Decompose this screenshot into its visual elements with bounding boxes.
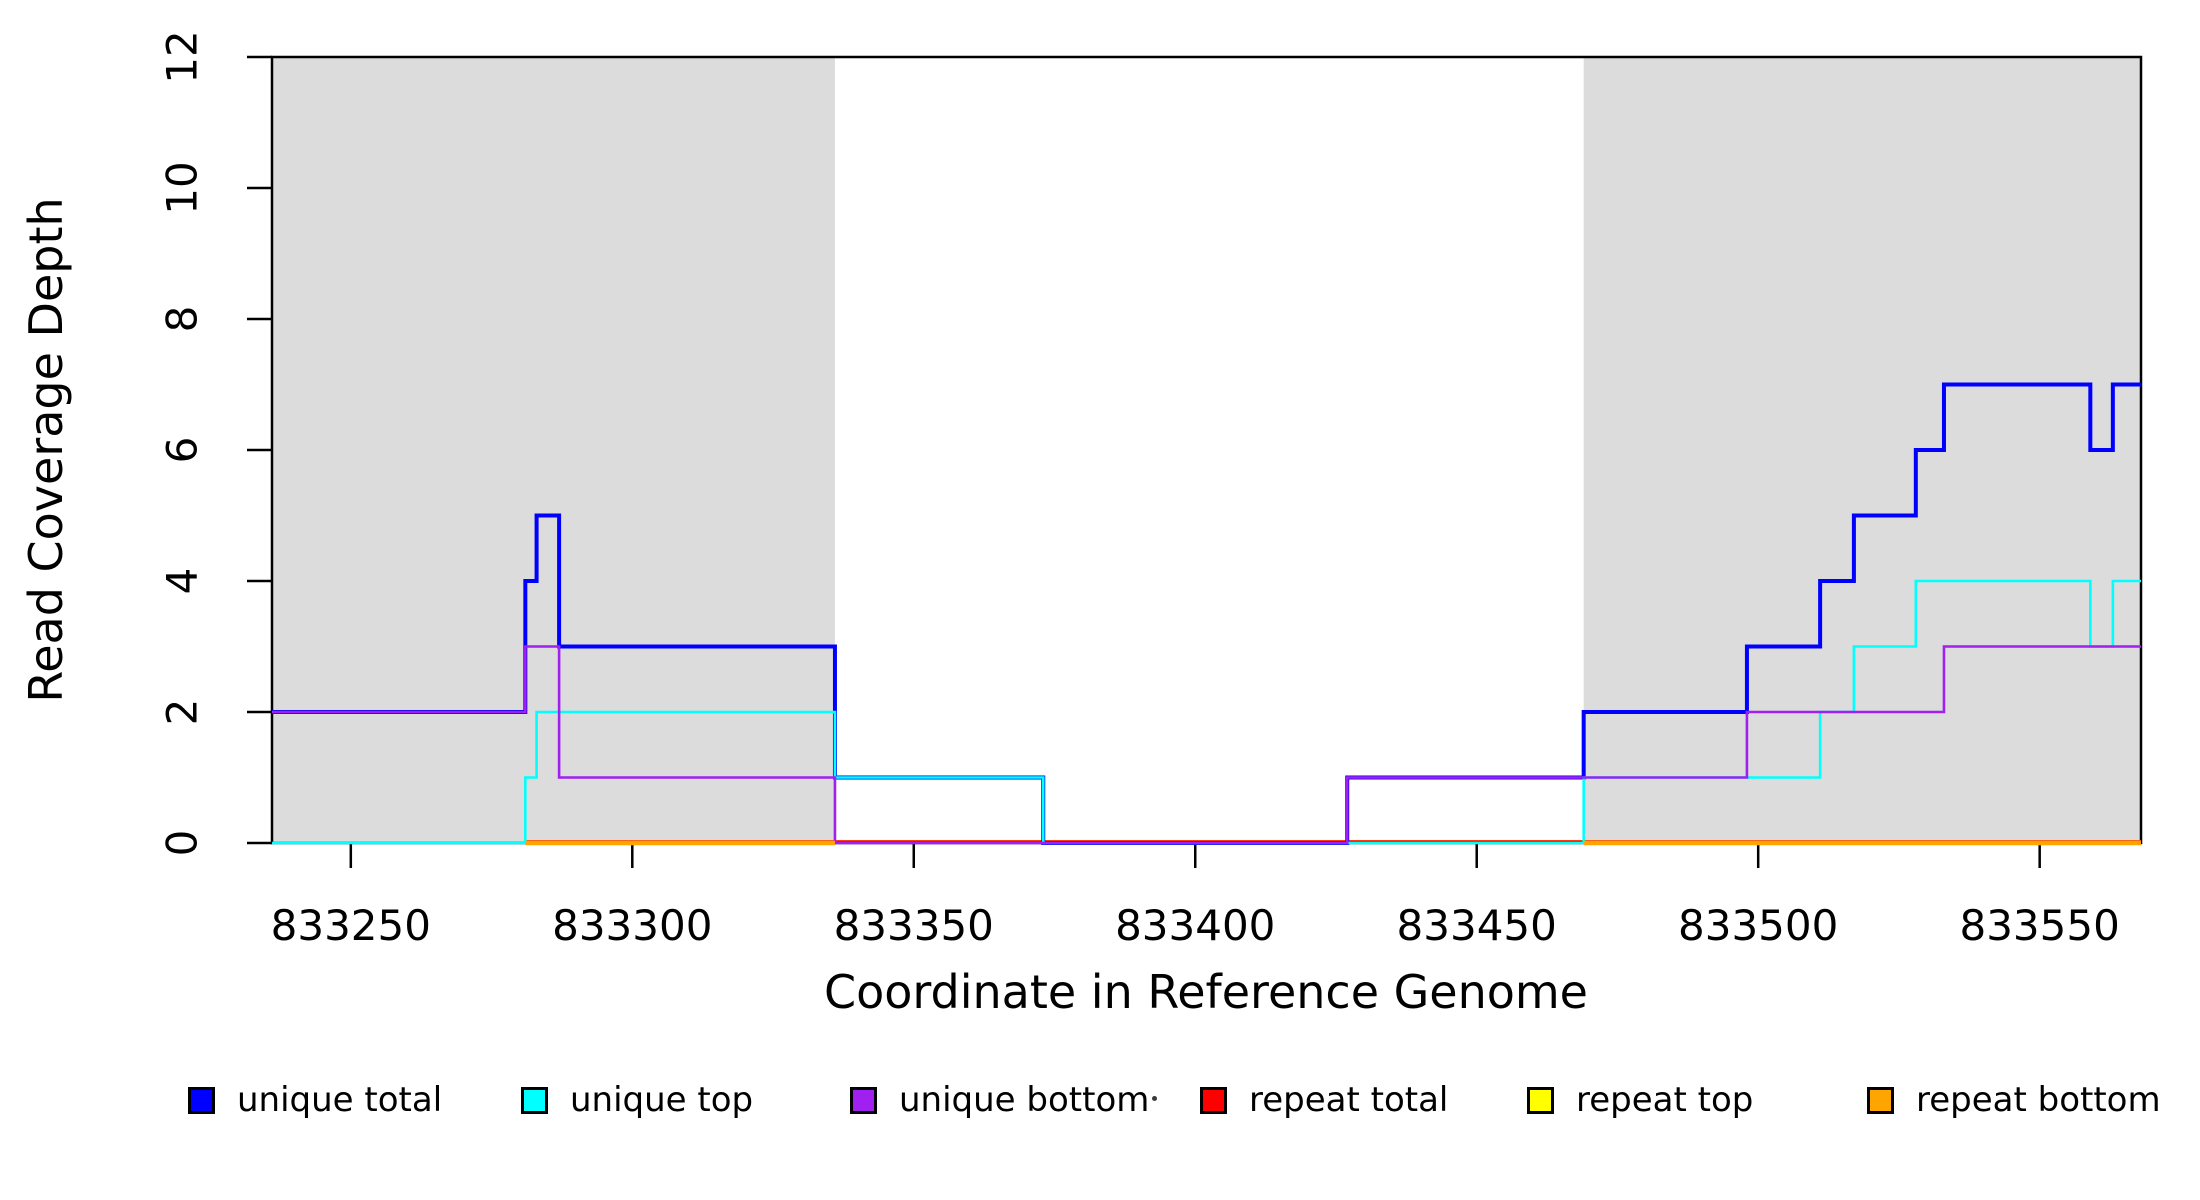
series-unique-total: [272, 382, 2141, 845]
y-tick-label: 10: [158, 161, 207, 214]
y-tick-label: 6: [158, 437, 207, 464]
y-tick-label: 2: [158, 699, 207, 726]
x-tick-label: 833550: [1959, 901, 2119, 950]
shaded-regions: [272, 57, 2141, 843]
x-tick-label: 833400: [1115, 901, 1275, 950]
y-axis-title: Read Coverage Depth: [19, 197, 73, 702]
series-unique-bottom: [272, 645, 2141, 845]
axis-ticks: 833250 833300 833350 833400 833450 833500 8335…: [158, 30, 2120, 950]
stray-dot: [1152, 1096, 1157, 1101]
x-tick-label: 833250: [271, 901, 431, 950]
repeat-region-1: [272, 57, 835, 843]
y-tick-label: 4: [158, 568, 207, 595]
series-lines: [272, 382, 2141, 846]
y-tick-label: 0: [158, 830, 207, 857]
x-axis-title: Coordinate in Reference Genome: [824, 965, 1588, 1019]
y-tick-label: 8: [158, 306, 207, 333]
x-tick-label: 833500: [1678, 901, 1838, 950]
repeat-region-2: [1583, 57, 2141, 843]
y-tick-label: 12: [158, 30, 207, 83]
x-tick-label: 833300: [552, 901, 712, 950]
x-tick-label: 833450: [1397, 901, 1557, 950]
x-tick-label: 833350: [834, 901, 994, 950]
